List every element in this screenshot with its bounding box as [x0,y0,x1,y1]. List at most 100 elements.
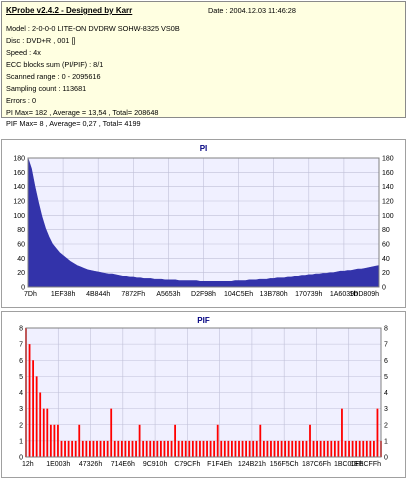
info-pif-stats: PIF Max= 8 , Average= 0,27 , Total= 4199 [6,119,141,128]
pif-bar [110,408,113,457]
pif-bar [138,424,141,457]
pif-bar [220,440,223,457]
pif-bar [191,440,194,457]
info-model: Model : 2-0-0-0 LITE-ON DVDRW SOHW-8325 … [6,24,180,33]
pif-x-tick-label: 1BC00Fh [334,461,364,468]
pif-bar [32,360,34,457]
pi-y-tick-right: 20 [382,270,390,277]
info-sampling-count: Sampling count : 113681 [6,84,87,93]
pif-bar [78,424,81,457]
pif-bar [362,440,365,457]
pif-bar [57,424,59,457]
pif-bar [298,440,301,457]
pif-bar [92,440,95,457]
pi-y-tick-right: 140 [382,184,394,191]
pif-bar [351,440,354,457]
info-pi-stats: PI Max= 182 , Average = 13,54 , Total= 2… [6,108,159,117]
pif-bar [89,440,91,457]
pi-x-tick-label: 104C5Eh [224,291,253,298]
pi-x-tick-label: 170739h [295,291,322,298]
pif-bar [71,440,74,457]
pif-bar [326,440,329,457]
pif-bar [373,440,375,457]
pif-bar [39,392,42,457]
pi-x-tick-label: 13B780h [260,291,288,298]
pi-chart-panel: PI 0 0 20 20 40 40 60 60 80 80 100 100 120 120 140 140 16… [1,139,406,308]
pif-bar [188,440,191,457]
pif-bar [99,440,102,457]
pif-x-tick-label: 9C910h [143,461,168,468]
pi-x-tick-label: 1DD809h [349,291,379,298]
pif-x-tick-label: 124B21h [238,461,266,468]
pi-y-tick-left: 0 [21,285,25,292]
pif-bar [163,440,166,457]
pif-x-tick-label: C79CFh [174,461,200,468]
pif-y-tick-right: 1 [384,438,388,445]
pif-bar [344,440,347,457]
pi-chart-title: PI [200,144,208,153]
pi-y-tick-right: 0 [382,285,386,292]
pif-bar [302,440,304,457]
pi-x-tick-label: A5653h [156,291,180,298]
pif-bar [259,424,262,457]
pif-bar [35,376,38,457]
pif-bar [28,344,31,457]
pif-bar [103,440,105,457]
pi-y-tick-left: 40 [17,256,25,263]
pif-bar [369,440,372,457]
pif-y-tick-right: 3 [384,406,388,413]
pif-bar [316,440,318,457]
scan-date: Date : 2004.12.03 11:46:28 [208,6,296,15]
pif-bar [167,440,169,457]
pif-chart-panel: PIF 0 0 1 1 2 2 3 3 4 4 5 5 6 6 7 7 8 8 12h 1E003h 47326h 714E… [1,311,406,478]
app-title: KProbe v2.4.2 - Designed by Karr [6,6,133,15]
info-scanned-range: Scanned range : 0 - 2095616 [6,72,101,81]
pif-bar [128,440,130,457]
pif-bar [195,440,198,457]
pi-x-tick-label: 7Dh [24,291,37,298]
pif-chart-title: PIF [197,316,210,325]
pi-x-tick-label: 1EF38h [51,291,76,298]
pif-bar [241,440,244,457]
pif-y-tick-left: 0 [19,455,23,462]
pif-bar [273,440,276,457]
info-panel: KProbe v2.4.2 - Designed by Karr Date : … [1,1,406,128]
pi-x-tick-label: 7872Fh [121,291,145,298]
pif-bar [341,408,343,457]
pi-y-tick-right: 180 [382,156,394,163]
pif-bar [294,440,297,457]
pif-bar [49,424,52,457]
pif-bar [60,440,63,457]
pif-y-tick-left: 4 [19,390,23,397]
pif-bar [238,440,240,457]
pif-y-tick-right: 4 [384,390,388,397]
pif-bar [348,440,350,457]
pif-bar [330,440,333,457]
pif-x-tick-label: 1E003h [46,461,70,468]
pif-y-tick-left: 8 [19,326,23,333]
pif-x-tick-label: 12h [22,461,34,468]
pi-y-tick-left: 140 [13,184,25,191]
pif-bar [64,440,66,457]
pif-bar [333,440,336,457]
pif-bar [270,440,272,457]
pi-y-tick-right: 160 [382,170,394,177]
pi-x-tick-label: 4B844h [86,291,110,298]
pif-x-tick-label: 187C6Fh [302,461,331,468]
pif-bar [170,440,173,457]
pif-y-tick-right: 6 [384,358,388,365]
pi-y-tick-right: 60 [382,242,390,249]
pif-bar [120,440,123,457]
pi-x-tick-label: 1A6039h [330,291,358,298]
pif-x-tick-label: 156F5Ch [270,461,299,468]
pif-bar [284,440,287,457]
pif-bar [323,440,326,457]
pif-bar [287,440,290,457]
pi-y-tick-right: 40 [382,256,390,263]
pif-bar [124,440,127,457]
pif-y-tick-left: 3 [19,406,23,413]
info-errors: Errors : 0 [6,96,37,105]
pif-bar [213,440,216,457]
pif-bar [280,440,283,457]
pif-y-tick-left: 5 [19,374,23,381]
